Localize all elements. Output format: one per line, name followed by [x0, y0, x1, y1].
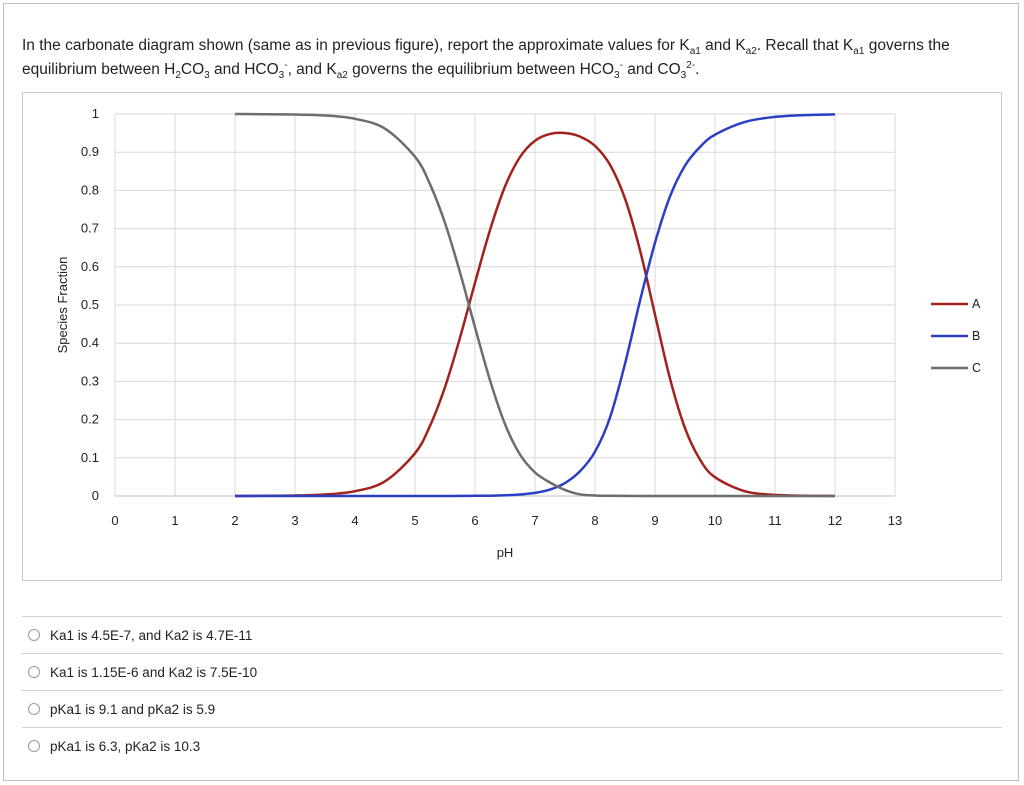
question-frame [3, 3, 1019, 781]
question-segment: and CO [622, 61, 681, 78]
question-segment: and HCO [209, 61, 279, 78]
question-line-1: In the carbonate diagram shown (same as … [22, 34, 982, 58]
answer-options: Ka1 is 4.5E-7, and Ka2 is 4.7E-11 Ka1 is… [22, 616, 1002, 764]
x-tick-label: 1 [171, 513, 178, 528]
x-tick-label: 13 [888, 513, 902, 528]
subscript: a1 [689, 46, 701, 58]
option-label: Ka1 is 1.15E-6 and Ka2 is 7.5E-10 [50, 664, 258, 680]
option-label: pKa1 is 9.1 and pKa2 is 5.9 [50, 701, 216, 717]
series-line-a [234, 131, 836, 498]
question-segment: In the carbonate diagram shown (same as … [22, 37, 690, 54]
y-tick-label: 0.6 [81, 259, 99, 274]
option-label: Ka1 is 4.5E-7, and Ka2 is 4.7E-11 [50, 627, 253, 643]
series-line-b [235, 113, 836, 498]
subscript: 2 [175, 70, 181, 82]
question-segment: governs the [864, 37, 950, 54]
y-tick-label: 0.4 [81, 335, 99, 350]
subscript: 3 [614, 70, 620, 82]
y-tick-label: 0.2 [81, 412, 99, 427]
option-label: pKa1 is 6.3, pKa2 is 10.3 [50, 738, 201, 754]
y-tick-label: 0.8 [81, 182, 99, 197]
question-segment: equilibrium between H [22, 61, 176, 78]
x-tick-label: 2 [231, 513, 238, 528]
y-tick-label: 0.3 [81, 373, 99, 388]
superscript: - [284, 59, 288, 71]
legend-label-c: C [972, 361, 981, 375]
answer-option-2[interactable]: Ka1 is 1.15E-6 and Ka2 is 7.5E-10 [22, 653, 1002, 690]
answer-option-1[interactable]: Ka1 is 4.5E-7, and Ka2 is 4.7E-11 [22, 616, 1002, 653]
radio-button[interactable] [28, 740, 40, 752]
radio-button[interactable] [28, 629, 40, 641]
superscript: - [619, 59, 623, 71]
radio-button[interactable] [28, 703, 40, 715]
y-tick-label: 0 [92, 488, 99, 503]
subscript: a2 [336, 70, 348, 82]
question-line-2: equilibrium between H2CO3 and HCO3-, and… [22, 58, 982, 82]
question-segment: . [695, 61, 700, 78]
question-segment: governs the equilibrium between HCO [347, 61, 615, 78]
chart-svg: 00.10.20.30.40.50.60.70.80.910 1 2 3 4 5 6 7 8 9 1… [55, 106, 981, 560]
question-segment: CO [180, 61, 205, 78]
x-tick-label: 11 [768, 513, 782, 528]
superscript: 2- [686, 59, 696, 71]
x-tick-label: 8 [591, 513, 598, 528]
x-tick-label: 0 [111, 513, 118, 528]
series-line-c [234, 112, 835, 498]
x-tick-label: 7 [531, 513, 538, 528]
subscript: a1 [853, 46, 865, 58]
legend-label-a: A [972, 297, 981, 311]
question-segment: and K [700, 37, 746, 54]
subscript: 3 [204, 70, 210, 82]
x-tick-label: 5 [411, 513, 418, 528]
species-fraction-chart: 0 0.1 0.2 0.3 0.4 0.5 0.6 0.7 0.8 0.9 1 0 1 2 3 4 5 6 7 8 9 1… [22, 92, 1002, 581]
y-tick-label: 1 [92, 106, 99, 121]
y-tick-label: 0.5 [81, 297, 99, 312]
answer-option-3[interactable]: pKa1 is 9.1 and pKa2 is 5.9 [22, 690, 1002, 727]
question-segment: . Recall that K [756, 37, 854, 54]
y-tick-label: 0.1 [81, 450, 99, 465]
y-axis-title: Species Fraction [55, 257, 70, 354]
y-tick-label: 0.7 [81, 221, 99, 236]
x-tick-label: 12 [828, 513, 842, 528]
answer-option-4[interactable]: pKa1 is 6.3, pKa2 is 10.3 [22, 727, 1002, 764]
subscript: 3 [680, 70, 687, 82]
x-tick-label: 4 [351, 513, 358, 528]
radio-button[interactable] [28, 666, 40, 678]
x-tick-label: 10 [708, 513, 722, 528]
question-segment: , and K [287, 61, 337, 78]
y-tick-label: 0.9 [81, 144, 99, 159]
x-axis-title: pH [497, 545, 514, 560]
x-tick-label: 6 [471, 513, 478, 528]
x-tick-label: 9 [651, 513, 658, 528]
subscript: 3 [278, 70, 285, 82]
legend-label-b: B [972, 329, 980, 343]
subscript: a2 [745, 46, 757, 58]
question-text: In the carbonate diagram shown (same as … [22, 34, 982, 82]
x-tick-label: 3 [291, 513, 298, 528]
